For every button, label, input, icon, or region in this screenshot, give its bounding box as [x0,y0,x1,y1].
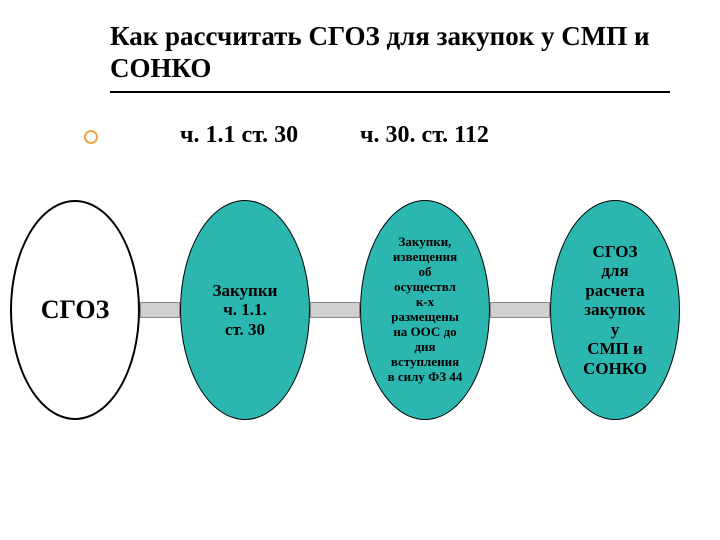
connector-1 [310,302,360,318]
node-sgoz-result-label: СГОЗ для расчета закупок у СМП и СОНКО [583,242,647,379]
node-zakupki-oos-label: Закупки, извещения об осуществл к-х разм… [388,235,463,384]
header-label-1: ч. 30. ст. 112 [360,122,489,149]
node-zakupki-30: Закупки ч. 1.1. ст. 30 [180,200,310,420]
node-sgoz-label: СГОЗ [41,295,110,325]
node-zakupki-30-label: Закупки ч. 1.1. ст. 30 [213,281,278,340]
title-block: Как рассчитать СГОЗ для закупок у СМП и … [110,20,670,93]
title-rule [110,91,670,93]
node-sgoz: СГОЗ [10,200,140,420]
bullet-icon [84,130,98,144]
page-title: Как рассчитать СГОЗ для закупок у СМП и … [110,20,670,85]
node-sgoz-result: СГОЗ для расчета закупок у СМП и СОНКО [550,200,680,420]
node-zakupki-oos: Закупки, извещения об осуществл к-х разм… [360,200,490,420]
connector-0 [140,302,180,318]
header-label-0: ч. 1.1 ст. 30 [180,122,298,149]
connector-2 [490,302,550,318]
